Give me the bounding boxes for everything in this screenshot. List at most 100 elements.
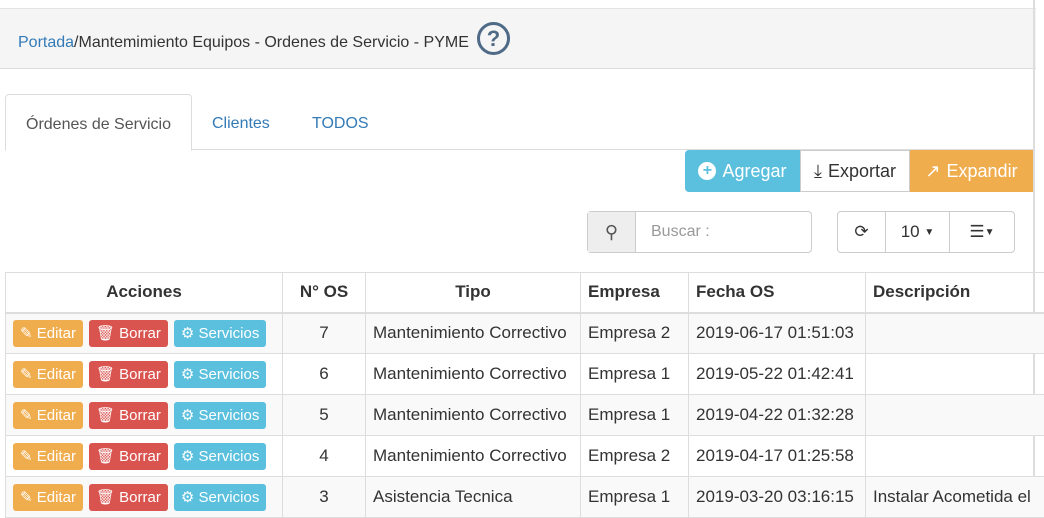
- actions-cell: ✎ Editar🗑 Borrar⚙ Servicios: [6, 395, 283, 436]
- table-row: ✎ Editar🗑 Borrar⚙ Servicios 5 Mantenimie…: [6, 395, 1044, 436]
- tab-clientes[interactable]: Clientes: [192, 94, 290, 150]
- trash-icon: 🗑: [96, 325, 115, 342]
- os-cell: 7: [283, 313, 366, 354]
- plus-circle-icon: +: [698, 162, 716, 180]
- cogs-icon: ⚙: [181, 448, 194, 465]
- breadcrumb-bar: Portada/Mantemimiento Equipos - Ordenes …: [0, 8, 1036, 69]
- page-size-dropdown[interactable]: 10 ▼: [886, 212, 950, 252]
- export-button[interactable]: ⤓ Exportar: [800, 150, 910, 192]
- delete-label: Borrar: [119, 325, 161, 342]
- empresa-cell: Empresa 1: [581, 395, 689, 436]
- caret-down-icon: ▼: [924, 227, 934, 238]
- trash-icon: 🗑: [96, 366, 115, 383]
- header-os[interactable]: N° OS: [283, 273, 366, 313]
- table-row: ✎ Editar🗑 Borrar⚙ Servicios 3 Asistencia…: [6, 477, 1044, 518]
- edit-button[interactable]: ✎ Editar: [13, 402, 83, 429]
- fecha-cell: 2019-06-17 01:51:03: [689, 313, 866, 354]
- empresa-cell: Empresa 1: [581, 354, 689, 395]
- refresh-icon[interactable]: ⟳: [838, 212, 886, 252]
- search-input[interactable]: [636, 212, 806, 252]
- add-button[interactable]: + Agregar: [685, 150, 800, 192]
- services-button[interactable]: ⚙ Servicios: [174, 484, 266, 511]
- edit-label: Editar: [37, 489, 76, 506]
- breadcrumb-home-link[interactable]: Portada: [18, 34, 74, 52]
- fecha-cell: 2019-04-22 01:32:28: [689, 395, 866, 436]
- edit-button[interactable]: ✎ Editar: [13, 443, 83, 470]
- tab-todos[interactable]: TODOS: [292, 94, 389, 150]
- services-label: Servicios: [198, 407, 259, 424]
- orders-table: Acciones N° OS Tipo Empresa Fecha OS Des…: [5, 272, 1044, 518]
- delete-label: Borrar: [119, 366, 161, 383]
- services-button[interactable]: ⚙ Servicios: [174, 361, 266, 388]
- expand-button[interactable]: ↗ Expandir: [910, 150, 1033, 192]
- empresa-cell: Empresa 1: [581, 477, 689, 518]
- descripcion-cell: [866, 313, 1044, 354]
- expand-label: Expandir: [947, 161, 1018, 182]
- edit-button[interactable]: ✎ Editar: [13, 320, 83, 347]
- edit-icon: ✎: [20, 448, 33, 465]
- services-button[interactable]: ⚙ Servicios: [174, 320, 266, 347]
- trash-icon: 🗑: [96, 407, 115, 424]
- add-label: Agregar: [722, 161, 786, 182]
- delete-button[interactable]: 🗑 Borrar: [89, 402, 168, 429]
- descripcion-cell: [866, 354, 1044, 395]
- caret-down-icon: ▼: [985, 227, 995, 238]
- os-cell: 5: [283, 395, 366, 436]
- edit-label: Editar: [37, 407, 76, 424]
- tipo-cell: Mantenimiento Correctivo: [366, 436, 581, 477]
- question-circle-icon[interactable]: ?: [477, 22, 510, 55]
- header-fecha[interactable]: Fecha OS: [689, 273, 866, 313]
- tipo-cell: Mantenimiento Correctivo: [366, 313, 581, 354]
- page-size-value: 10: [901, 222, 920, 242]
- table-row: ✎ Editar🗑 Borrar⚙ Servicios 7 Mantenimie…: [6, 313, 1044, 354]
- fecha-cell: 2019-03-20 03:16:15: [689, 477, 866, 518]
- edit-button[interactable]: ✎ Editar: [13, 484, 83, 511]
- table-row: ✎ Editar🗑 Borrar⚙ Servicios 4 Mantenimie…: [6, 436, 1044, 477]
- download-icon: ⤓: [814, 161, 822, 182]
- export-label: Exportar: [828, 161, 896, 182]
- delete-button[interactable]: 🗑 Borrar: [89, 443, 168, 470]
- edit-icon: ✎: [20, 325, 33, 342]
- delete-button[interactable]: 🗑 Borrar: [89, 484, 168, 511]
- delete-button[interactable]: 🗑 Borrar: [89, 320, 168, 347]
- services-label: Servicios: [198, 448, 259, 465]
- table-row: ✎ Editar🗑 Borrar⚙ Servicios 6 Mantenimie…: [6, 354, 1044, 395]
- edit-button[interactable]: ✎ Editar: [13, 361, 83, 388]
- header-empresa[interactable]: Empresa: [581, 273, 689, 313]
- os-cell: 4: [283, 436, 366, 477]
- edit-icon: ✎: [20, 366, 33, 383]
- cogs-icon: ⚙: [181, 407, 194, 424]
- os-cell: 6: [283, 354, 366, 395]
- fecha-cell: 2019-04-17 01:25:58: [689, 436, 866, 477]
- external-link-icon: ↗: [925, 161, 940, 182]
- descripcion-cell: Instalar Acometida el: [866, 477, 1044, 518]
- services-label: Servicios: [198, 325, 259, 342]
- search-icon: ⚲: [588, 212, 636, 252]
- trash-icon: 🗑: [96, 448, 115, 465]
- tipo-cell: Mantenimiento Correctivo: [366, 354, 581, 395]
- list-icon: ☰: [969, 222, 984, 242]
- header-tipo[interactable]: Tipo: [366, 273, 581, 313]
- columns-dropdown[interactable]: ☰▼: [950, 212, 1014, 252]
- tab-ordenes[interactable]: Órdenes de Servicio: [5, 94, 192, 151]
- cogs-icon: ⚙: [181, 489, 194, 506]
- descripcion-cell: [866, 395, 1044, 436]
- delete-button[interactable]: 🗑 Borrar: [89, 361, 168, 388]
- header-acciones[interactable]: Acciones: [6, 273, 283, 313]
- services-button[interactable]: ⚙ Servicios: [174, 443, 266, 470]
- delete-label: Borrar: [119, 489, 161, 506]
- services-button[interactable]: ⚙ Servicios: [174, 402, 266, 429]
- edit-label: Editar: [37, 325, 76, 342]
- breadcrumb-current: Mantemimiento Equipos - Ordenes de Servi…: [79, 34, 469, 52]
- descripcion-cell: [866, 436, 1044, 477]
- edit-label: Editar: [37, 366, 76, 383]
- search-group: ⚲: [587, 211, 812, 253]
- trash-icon: 🗑: [96, 489, 115, 506]
- edit-icon: ✎: [20, 407, 33, 424]
- actions-cell: ✎ Editar🗑 Borrar⚙ Servicios: [6, 354, 283, 395]
- header-descripcion[interactable]: Descripción: [866, 273, 1044, 313]
- delete-label: Borrar: [119, 448, 161, 465]
- tipo-cell: Asistencia Tecnica: [366, 477, 581, 518]
- edit-icon: ✎: [20, 489, 33, 506]
- delete-label: Borrar: [119, 407, 161, 424]
